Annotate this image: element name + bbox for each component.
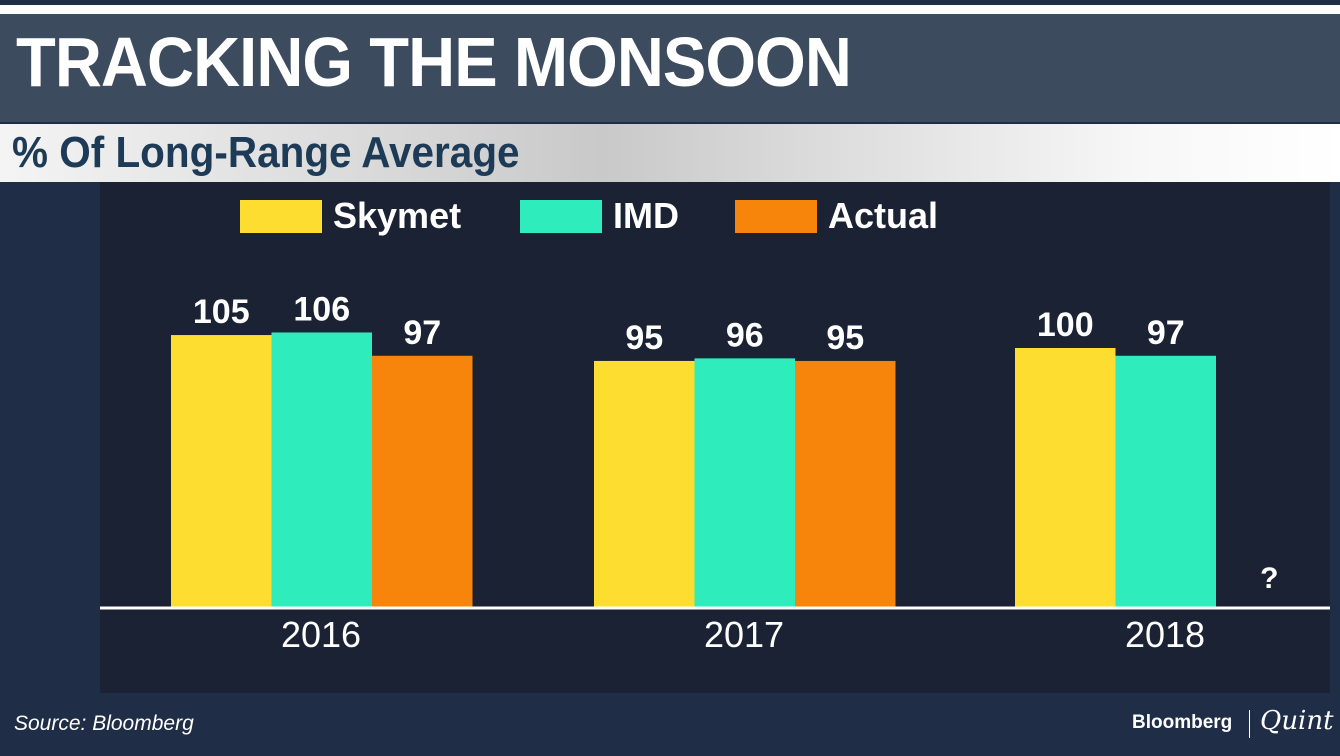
bar-actual-2016: [372, 355, 473, 607]
source-note: Source: Bloomberg: [14, 712, 194, 735]
chart-title: TRACKING THE MONSOON: [16, 23, 852, 101]
logo-separator: [1249, 710, 1250, 738]
data-label: 97: [403, 314, 441, 352]
bar-skymet-2016: [171, 335, 272, 607]
legend-label-skymet: Skymet: [333, 195, 462, 236]
data-label: 97: [1147, 314, 1185, 352]
data-label: 95: [826, 319, 864, 357]
data-label: 106: [293, 290, 350, 328]
legend-swatch-imd: [520, 200, 602, 233]
x-tick-label: 2016: [281, 614, 361, 655]
x-tick-label: 2018: [1125, 614, 1205, 655]
subtitle-band: [0, 124, 1340, 182]
chart-subtitle: % Of Long-Range Average: [12, 128, 520, 177]
legend-label-imd: IMD: [613, 195, 679, 236]
missing-value-label: ?: [1260, 562, 1278, 595]
logo-quint: Quint: [1260, 706, 1334, 736]
bar-skymet-2018: [1015, 348, 1116, 607]
data-label: 100: [1037, 306, 1094, 344]
x-tick-label: 2017: [704, 614, 784, 655]
logo-bloomberg: Bloomberg: [1132, 712, 1233, 733]
title-band: [0, 14, 1340, 122]
bar-imd-2017: [694, 358, 795, 607]
bar-imd-2018: [1115, 355, 1216, 607]
data-label: 95: [625, 319, 663, 357]
legend-swatch-skymet: [240, 200, 322, 233]
bar-actual-2017: [795, 360, 896, 607]
data-label: 105: [193, 293, 250, 331]
bar-skymet-2017: [594, 360, 695, 607]
top-rule: [0, 5, 1340, 14]
data-label: 96: [726, 316, 764, 354]
bar-imd-2016: [271, 332, 372, 607]
legend-label-actual: Actual: [828, 195, 939, 236]
legend-swatch-actual: [735, 200, 817, 233]
